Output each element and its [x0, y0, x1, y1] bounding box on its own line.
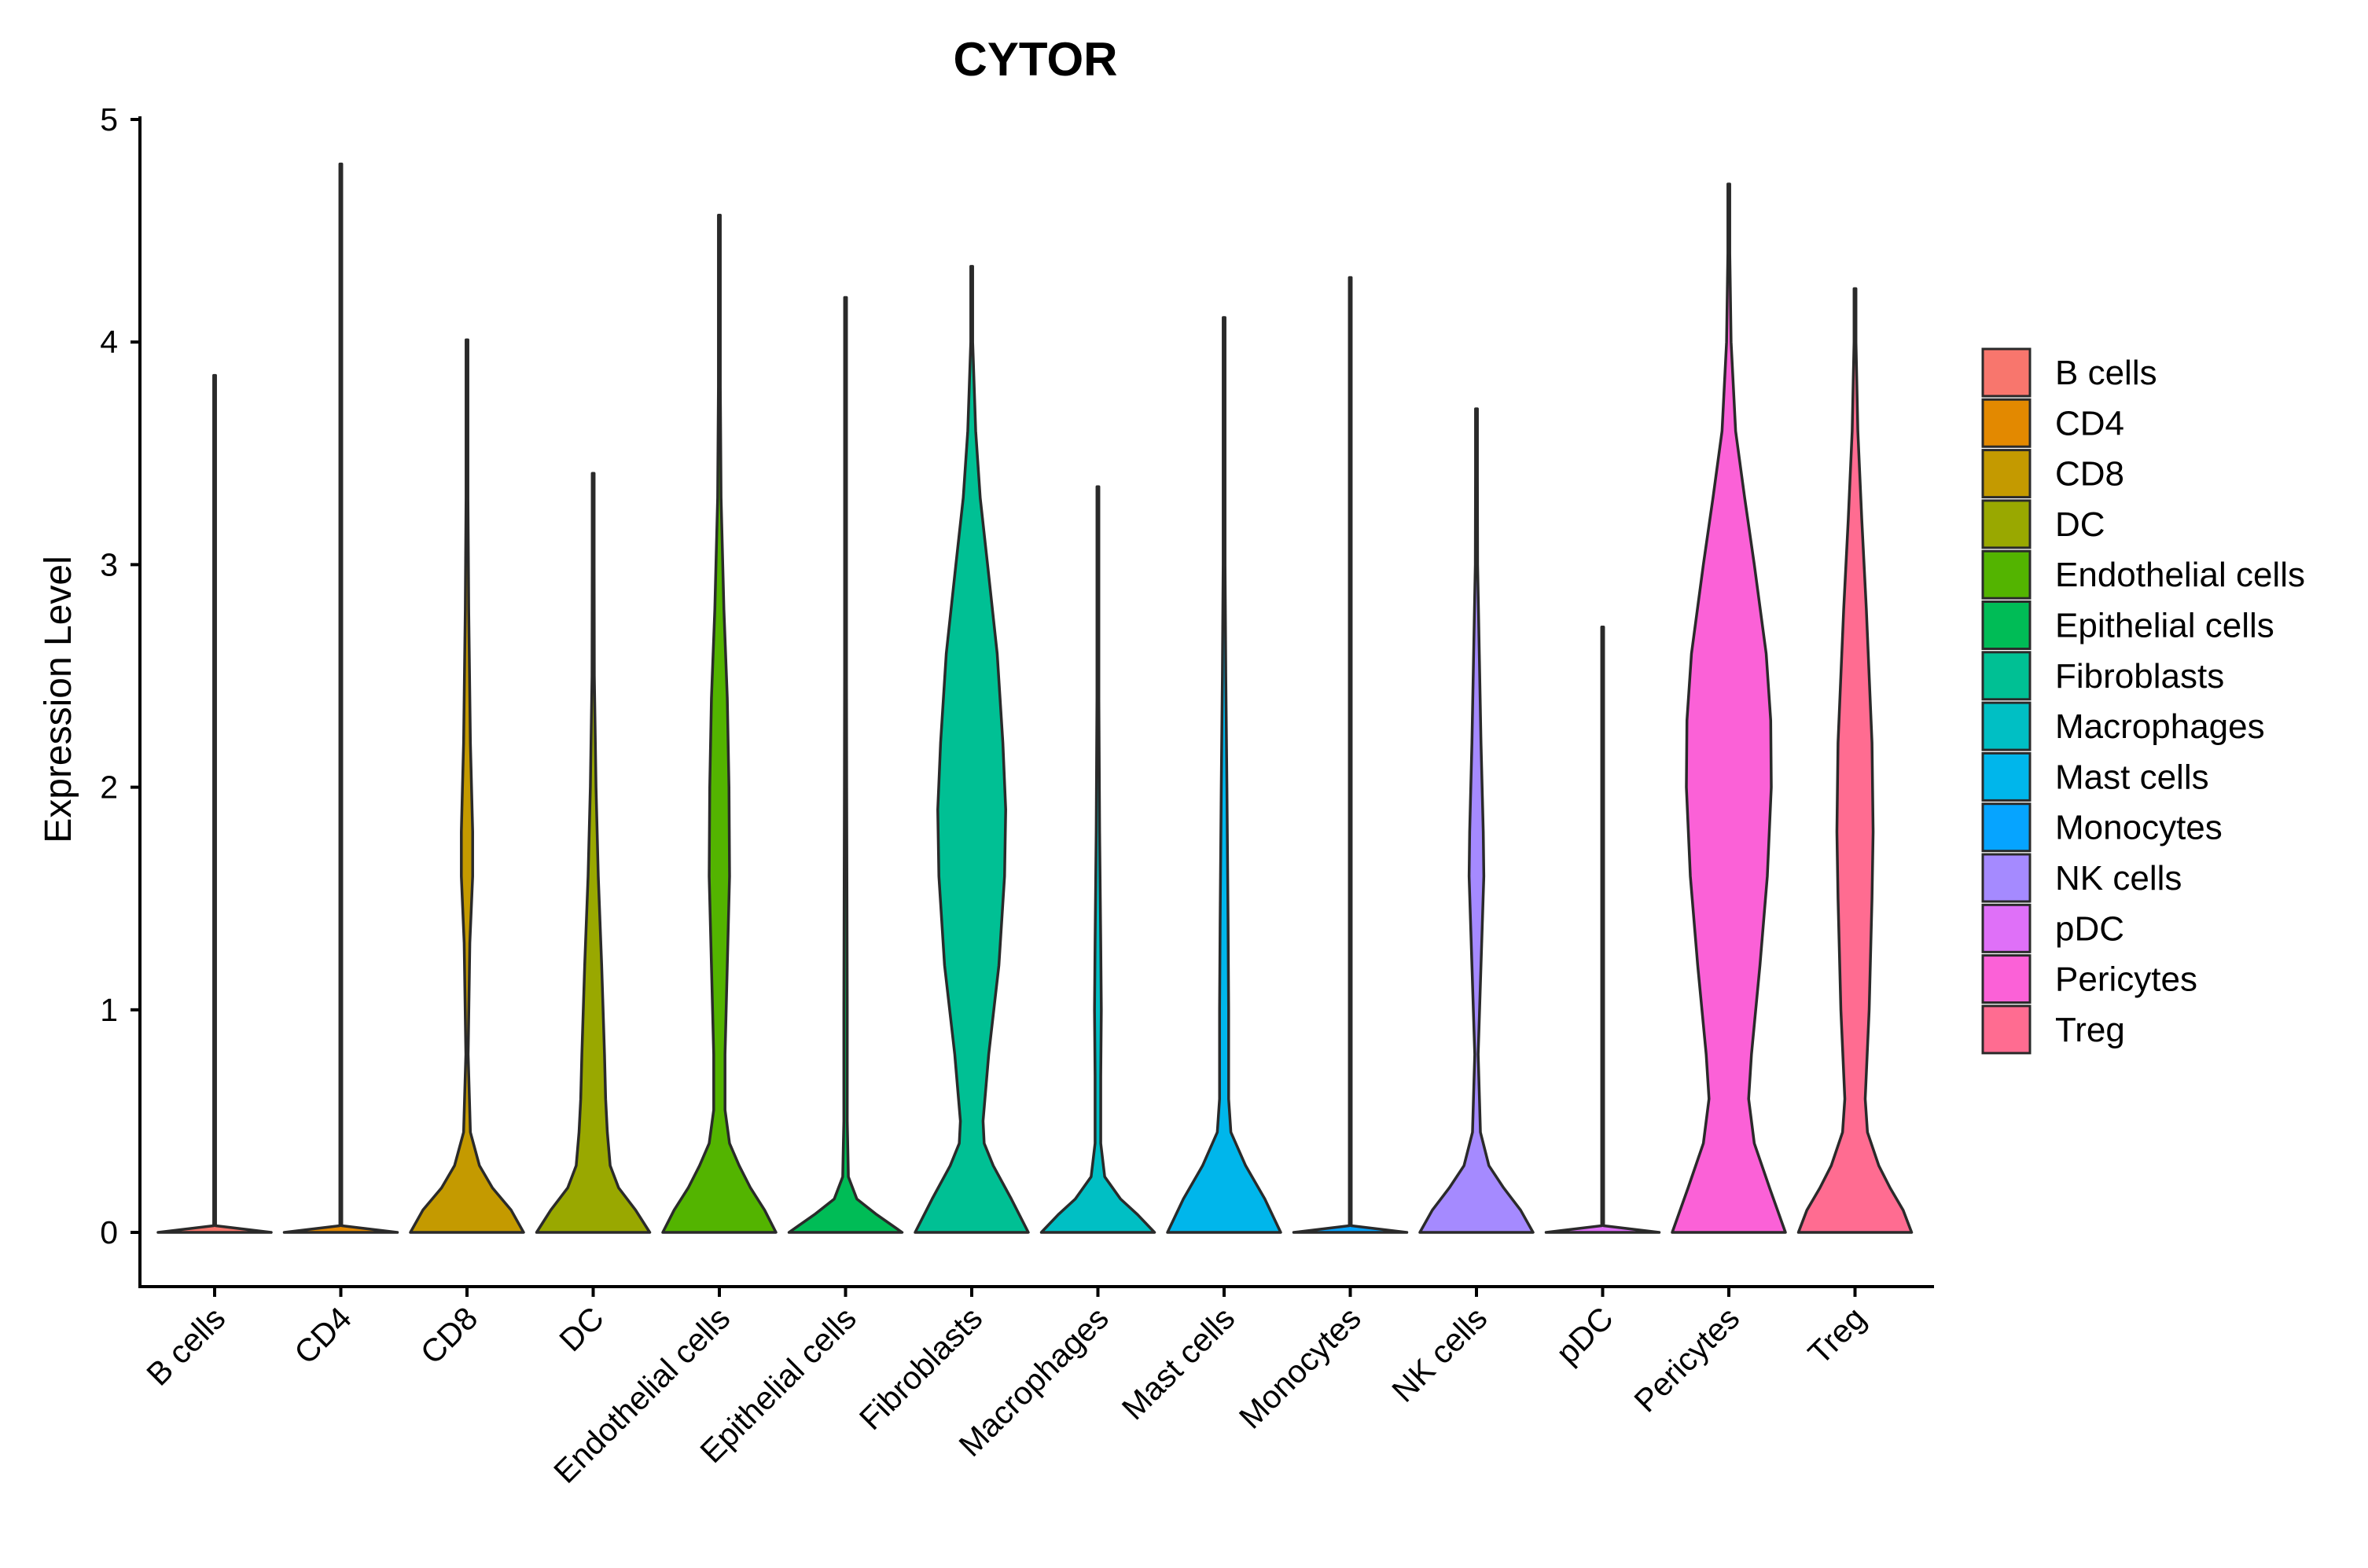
violins-group	[156, 162, 1914, 1234]
x-tick-label: Pericytes	[1627, 1300, 1747, 1419]
y-tick-label: 5	[100, 101, 118, 138]
legend-key	[1981, 701, 2032, 751]
legend-label: Mast cells	[2055, 758, 2209, 796]
legend-key	[1981, 347, 2032, 398]
y-tick-label: 2	[100, 769, 118, 806]
y-tick-label: 0	[100, 1214, 118, 1250]
x-tick-label: pDC	[1549, 1300, 1620, 1372]
y-axis-title: Expression Level	[38, 556, 79, 843]
legend-label: Epithelial cells	[2055, 607, 2274, 645]
legend-key	[1981, 802, 2032, 853]
legend: B cells CD4 CD8 DC Endothelial cells Epitheli…	[1981, 347, 2305, 1055]
legend-key	[1981, 398, 2032, 448]
legend-key	[1981, 1004, 2032, 1055]
x-tick-label: Mast cells	[1115, 1300, 1241, 1427]
x-tick-label: Treg	[1801, 1300, 1873, 1372]
legend-label: CD8	[2055, 455, 2124, 494]
legend-label: pDC	[2055, 909, 2124, 948]
legend-key	[1981, 499, 2032, 549]
legend-key	[1981, 751, 2032, 802]
chart-title: CYTOR	[954, 33, 1118, 86]
legend-label: Macrophages	[2055, 707, 2265, 746]
legend-key	[1981, 903, 2032, 953]
violin-monocytes	[1292, 276, 1409, 1234]
legend-label: Endothelial cells	[2055, 556, 2305, 594]
violin-endothelial-cells	[661, 214, 778, 1234]
x-tick-label: CD8	[414, 1300, 485, 1372]
legend-label: Fibroblasts	[2055, 657, 2224, 696]
violin-treg	[1796, 287, 1914, 1234]
legend-label: CD4	[2055, 404, 2124, 442]
legend-key	[1981, 549, 2032, 600]
violin-b-cells	[156, 373, 273, 1234]
violin-cd4	[282, 162, 399, 1234]
y-ticks-group: 0 1 2 3 4 5	[100, 101, 140, 1250]
y-tick-label: 3	[100, 546, 118, 582]
legend-label: Monocytes	[2055, 809, 2223, 847]
x-tick-label: CD4	[287, 1300, 359, 1372]
y-tick-label: 1	[100, 992, 118, 1028]
x-tick-label: DC	[552, 1300, 610, 1358]
legend-key	[1981, 651, 2032, 701]
x-tick-label: Fibroblasts	[852, 1300, 989, 1437]
legend-label: Treg	[2055, 1011, 2125, 1049]
legend-key	[1981, 600, 2032, 650]
x-tick-label: NK cells	[1385, 1300, 1495, 1409]
legend-key	[1981, 853, 2032, 903]
violin-pdc	[1544, 625, 1661, 1234]
legend-key	[1981, 954, 2032, 1004]
violin-macrophages	[1039, 485, 1156, 1234]
legend-label: NK cells	[2055, 859, 2182, 898]
violin-epithelial-cells	[787, 296, 904, 1234]
violin-pericytes	[1671, 182, 1787, 1234]
y-tick-label: 4	[100, 324, 118, 360]
violin-nk-cells	[1418, 407, 1535, 1234]
violin-cd8	[409, 338, 525, 1234]
legend-key	[1981, 449, 2032, 499]
violin-fibroblasts	[914, 265, 1030, 1234]
legend-label: DC	[2055, 505, 2105, 544]
legend-label: B cells	[2055, 354, 2157, 392]
x-tick-label: B cells	[139, 1300, 232, 1393]
violin-dc	[535, 472, 652, 1234]
legend-label: Pericytes	[2055, 960, 2197, 999]
x-tick-label: Monocytes	[1232, 1300, 1368, 1436]
violin-mast-cells	[1166, 316, 1282, 1234]
